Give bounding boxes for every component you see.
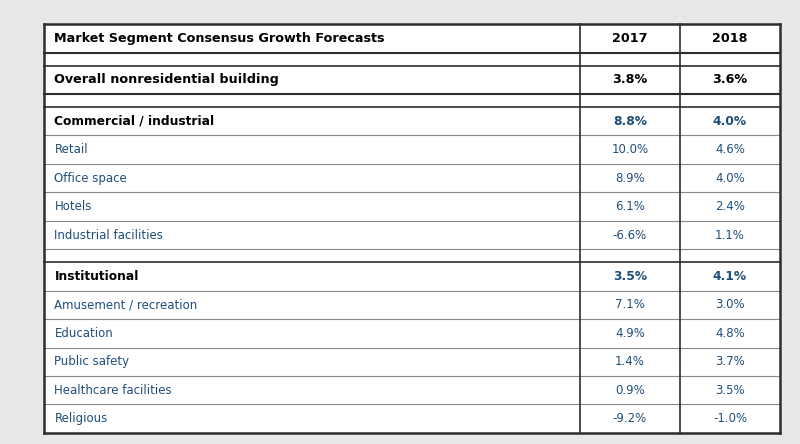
Text: Hotels: Hotels [54,200,92,213]
Text: -9.2%: -9.2% [613,412,647,425]
Text: 3.5%: 3.5% [715,384,745,396]
Text: 4.0%: 4.0% [713,115,747,128]
Text: 3.6%: 3.6% [712,73,747,87]
Text: 4.0%: 4.0% [715,172,745,185]
Text: 4.8%: 4.8% [715,327,745,340]
Text: 3.5%: 3.5% [613,270,647,283]
Text: 0.9%: 0.9% [615,384,645,396]
Text: 3.0%: 3.0% [715,298,745,311]
Text: Retail: Retail [54,143,88,156]
Text: 8.8%: 8.8% [613,115,647,128]
Text: Commercial / industrial: Commercial / industrial [54,115,214,128]
Text: Market Segment Consensus Growth Forecasts: Market Segment Consensus Growth Forecast… [54,32,385,45]
Text: -1.0%: -1.0% [713,412,747,425]
Text: 3.8%: 3.8% [612,73,647,87]
Text: Overall nonresidential building: Overall nonresidential building [54,73,279,87]
Text: 1.1%: 1.1% [715,229,745,242]
Text: Office space: Office space [54,172,127,185]
Text: Institutional: Institutional [54,270,138,283]
Text: 2017: 2017 [612,32,648,45]
Text: Education: Education [54,327,113,340]
Text: 8.9%: 8.9% [615,172,645,185]
Text: 2018: 2018 [712,32,748,45]
Text: 3.7%: 3.7% [715,355,745,368]
Text: Amusement / recreation: Amusement / recreation [54,298,198,311]
Text: 10.0%: 10.0% [611,143,649,156]
Text: 2.4%: 2.4% [715,200,745,213]
Text: Healthcare facilities: Healthcare facilities [54,384,172,396]
Text: 4.9%: 4.9% [615,327,645,340]
Text: Public safety: Public safety [54,355,130,368]
Text: 6.1%: 6.1% [615,200,645,213]
Text: 4.6%: 4.6% [715,143,745,156]
Text: -6.6%: -6.6% [613,229,647,242]
Text: Industrial facilities: Industrial facilities [54,229,163,242]
Text: 4.1%: 4.1% [713,270,747,283]
Text: 7.1%: 7.1% [615,298,645,311]
Text: Religious: Religious [54,412,108,425]
Text: 1.4%: 1.4% [615,355,645,368]
